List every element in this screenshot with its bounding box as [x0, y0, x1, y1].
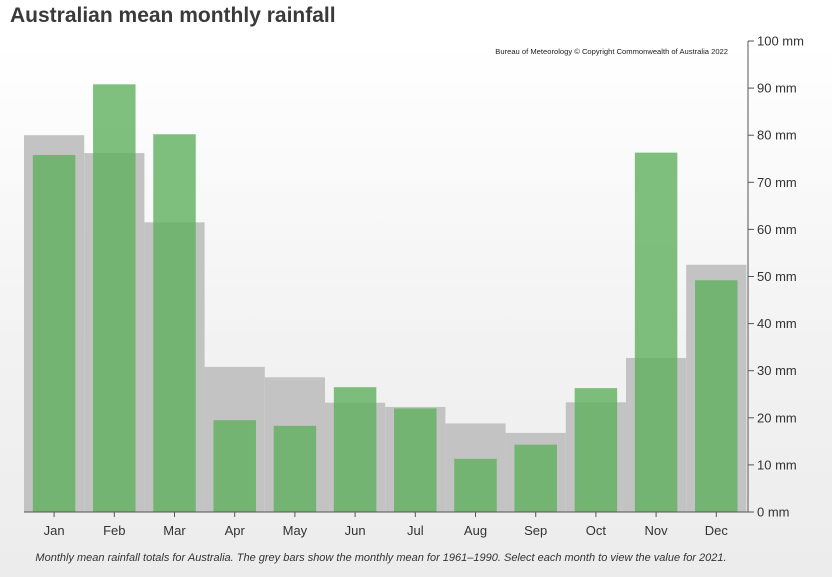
bar-2021-oct[interactable]	[574, 388, 618, 512]
y-tick-label-70: 70 mm	[757, 175, 797, 190]
x-tick-label-nov: Nov	[645, 523, 669, 538]
x-tick-label-jan: Jan	[44, 523, 65, 538]
x-tick-label-feb: Feb	[103, 523, 125, 538]
y-tick-label-20: 20 mm	[757, 410, 797, 425]
bar-2021-nov[interactable]	[634, 152, 678, 512]
y-tick-label-0: 0 mm	[757, 505, 790, 520]
x-tick-label-apr: Apr	[225, 523, 246, 538]
y-tick-label-90: 90 mm	[757, 81, 797, 96]
bar-2021-aug[interactable]	[454, 458, 497, 512]
year-2021-bars-group	[32, 84, 738, 512]
copyright-text: Bureau of Meteorology © Copyright Common…	[495, 47, 728, 56]
x-tick-label-jun: Jun	[345, 523, 366, 538]
bar-2021-jun[interactable]	[333, 387, 377, 512]
bar-2021-mar[interactable]	[153, 134, 196, 512]
y-tick-label-40: 40 mm	[757, 316, 797, 331]
bar-2021-apr[interactable]	[213, 420, 256, 512]
y-axis: 0 mm 10 mm 20 mm 30 mm 40 mm 50 mm 60 mm 70 mm 8…	[747, 34, 804, 520]
x-tick-label-may: May	[283, 523, 308, 538]
y-tick-label-50: 50 mm	[757, 269, 797, 284]
y-tick-label-10: 10 mm	[757, 457, 797, 472]
x-tick-label-dec: Dec	[705, 523, 729, 538]
x-tick-label-oct: Oct	[586, 523, 607, 538]
bar-2021-jul[interactable]	[394, 408, 437, 512]
chart-title: Australian mean monthly rainfall	[10, 4, 336, 27]
x-tick-label-aug: Aug	[464, 523, 487, 538]
y-tick-label-60: 60 mm	[757, 222, 797, 237]
y-tick-label-80: 80 mm	[757, 128, 797, 143]
bar-2021-feb[interactable]	[93, 84, 136, 512]
bar-2021-jan[interactable]	[32, 154, 76, 512]
x-tick-label-mar: Mar	[163, 523, 186, 538]
chart-caption: Monthly mean rainfall totals for Austral…	[35, 552, 727, 564]
y-tick-label-30: 30 mm	[757, 363, 797, 378]
x-tick-label-sep: Sep	[524, 523, 547, 538]
bar-2021-dec[interactable]	[695, 280, 738, 512]
x-tick-label-jul: Jul	[407, 523, 424, 538]
bar-2021-may[interactable]	[273, 425, 317, 512]
x-axis: Jan Feb Mar Apr May Jun Jul Aug Sep Oct Nov Dec	[24, 511, 748, 538]
bar-2021-sep[interactable]	[514, 444, 557, 512]
y-tick-label-100: 100 mm	[757, 34, 804, 49]
